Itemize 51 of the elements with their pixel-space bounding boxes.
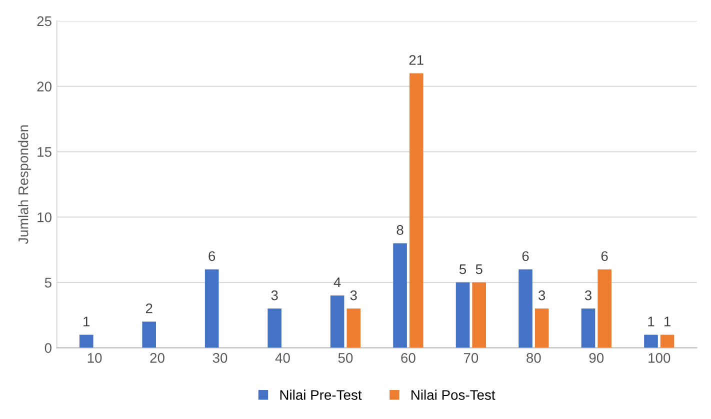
data-label: 21 xyxy=(409,55,424,65)
bar xyxy=(409,73,424,348)
bar xyxy=(456,282,470,348)
data-label: 3 xyxy=(350,290,357,300)
bar xyxy=(79,334,94,348)
bar xyxy=(268,308,282,348)
x-tick-label: 50 xyxy=(338,353,353,363)
x-tick-label: 20 xyxy=(150,353,164,363)
data-label: 6 xyxy=(522,251,529,262)
data-label: 8 xyxy=(396,225,404,235)
bar xyxy=(644,334,658,348)
x-tick-label: 100 xyxy=(648,353,670,363)
bar xyxy=(204,269,219,348)
y-tick-label: 20 xyxy=(37,82,52,92)
bar xyxy=(330,295,344,348)
x-tick-label: 10 xyxy=(88,353,102,363)
data-label: 6 xyxy=(601,251,608,262)
bar xyxy=(472,282,486,348)
bar xyxy=(581,308,596,348)
x-tick-label: 40 xyxy=(275,353,290,363)
data-label: 2 xyxy=(146,303,152,314)
data-label: 1 xyxy=(84,316,90,326)
y-tick-label: 5 xyxy=(44,278,52,288)
x-tick-label: 60 xyxy=(401,353,416,363)
bar xyxy=(346,308,361,348)
y-tick-label: 10 xyxy=(38,212,52,222)
x-tick-label: 70 xyxy=(464,353,478,363)
data-label: 1 xyxy=(664,316,670,326)
bar xyxy=(534,308,549,348)
y-tick-label: 0 xyxy=(44,343,52,353)
data-label: 3 xyxy=(271,290,278,300)
data-label: 3 xyxy=(584,290,592,300)
bar xyxy=(393,243,407,348)
y-tick-label: 25 xyxy=(37,16,52,26)
x-tick-label: 80 xyxy=(526,353,541,363)
bar xyxy=(142,322,156,348)
legend-label: Nilai Pos-Test xyxy=(412,390,496,400)
bar xyxy=(598,269,612,348)
y-tick-label: 15 xyxy=(38,147,52,157)
bar xyxy=(660,334,674,348)
data-label: 1 xyxy=(648,316,654,326)
data-label: 3 xyxy=(538,290,546,300)
x-tick-label: 30 xyxy=(212,353,228,363)
data-label: 4 xyxy=(334,277,341,288)
x-tick-label: 90 xyxy=(589,353,604,363)
data-label: 6 xyxy=(208,251,216,262)
data-label: 5 xyxy=(476,264,482,274)
bar xyxy=(518,269,532,348)
legend-label: Nilai Pre-Test xyxy=(280,390,362,400)
data-label: 5 xyxy=(459,264,466,274)
y-axis-title: Jumlah Responden xyxy=(18,125,32,244)
